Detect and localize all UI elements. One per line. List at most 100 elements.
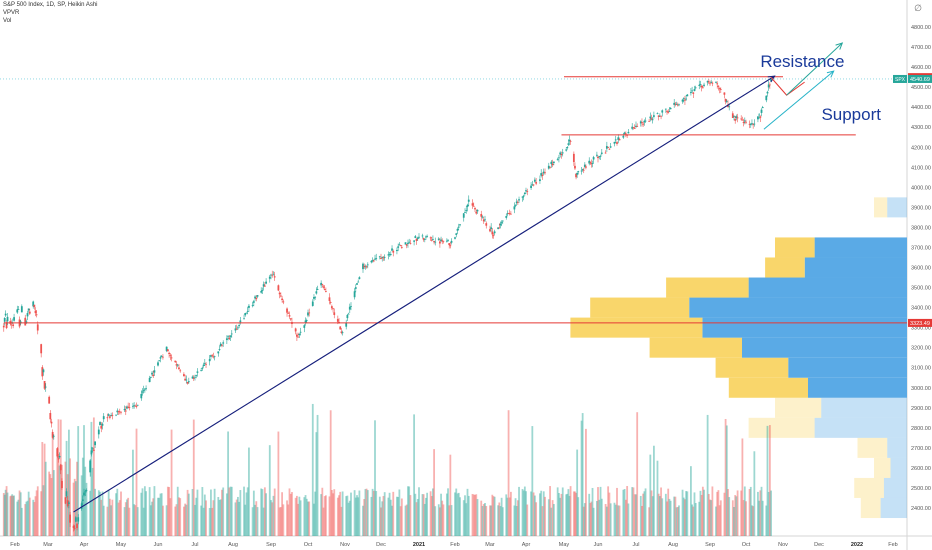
volume-bar bbox=[596, 500, 598, 536]
candle-body bbox=[235, 328, 238, 330]
candle-body bbox=[73, 528, 76, 529]
volume-bar bbox=[363, 499, 366, 536]
volume-bar bbox=[624, 499, 627, 536]
candle-body bbox=[710, 81, 713, 83]
volume-bar bbox=[706, 414, 709, 536]
candle-body bbox=[277, 285, 280, 291]
candle-body bbox=[281, 298, 283, 301]
candle-body bbox=[282, 301, 285, 303]
candle-body bbox=[366, 264, 369, 266]
candle-body bbox=[100, 425, 103, 429]
vp-sell-bar bbox=[814, 417, 907, 438]
candle-body bbox=[408, 241, 411, 243]
volume-bar bbox=[222, 487, 225, 536]
chart-settings-icon[interactable]: ∅ bbox=[914, 3, 922, 13]
candle-body bbox=[157, 362, 159, 366]
candle-body bbox=[255, 298, 258, 300]
candle-body bbox=[407, 242, 409, 244]
candle-body bbox=[727, 104, 729, 108]
volume-bar bbox=[580, 420, 583, 536]
vp-buy-bar bbox=[765, 257, 805, 278]
candle-body bbox=[759, 116, 762, 118]
candle-body bbox=[212, 356, 215, 358]
candle-body bbox=[179, 370, 182, 372]
candle-body bbox=[48, 396, 51, 404]
volume-bar bbox=[526, 504, 529, 536]
candle-body bbox=[439, 241, 441, 244]
candle-body bbox=[94, 441, 96, 446]
time-tick-label: Jul bbox=[632, 542, 639, 548]
volume-bar bbox=[84, 466, 87, 536]
candle-body bbox=[642, 123, 645, 125]
volume-bar bbox=[179, 498, 182, 536]
volume-bar bbox=[237, 496, 239, 536]
candle-body bbox=[345, 322, 348, 327]
candle-body bbox=[707, 81, 710, 83]
price-tick-label: 3300.00 bbox=[911, 326, 931, 332]
volume-bar bbox=[126, 499, 128, 536]
candle-body bbox=[246, 310, 249, 312]
volume-bar bbox=[482, 504, 485, 536]
candle-body bbox=[27, 308, 30, 311]
volume-bar bbox=[633, 494, 636, 536]
candle-body bbox=[556, 159, 559, 161]
volume-bar bbox=[118, 500, 121, 536]
candle-body bbox=[340, 331, 343, 333]
time-tick-label: Apr bbox=[80, 542, 89, 548]
candle-body bbox=[449, 245, 452, 247]
candle-body bbox=[613, 141, 616, 144]
candle-body bbox=[383, 256, 386, 258]
volume-bar bbox=[682, 497, 685, 536]
candle-body bbox=[56, 448, 59, 457]
candle-body bbox=[733, 116, 735, 118]
candle-body bbox=[694, 87, 697, 89]
volume-bar bbox=[681, 489, 684, 536]
price-tick-label: 2500.00 bbox=[911, 486, 931, 492]
candle-body bbox=[728, 106, 731, 108]
volume-bar bbox=[157, 497, 159, 536]
candle-body bbox=[234, 328, 237, 331]
indicator-label-vol[interactable]: Vol bbox=[3, 18, 12, 24]
indicator-label-vpvr[interactable]: VPVR bbox=[3, 10, 20, 16]
volume-bar bbox=[466, 488, 469, 536]
volume-bars bbox=[2, 403, 772, 536]
volume-bar bbox=[717, 490, 720, 536]
candle-body bbox=[597, 156, 599, 159]
volume-bar bbox=[489, 505, 491, 536]
time-tick-label: Jun bbox=[594, 542, 603, 548]
candle-body bbox=[684, 99, 686, 101]
candle-body bbox=[590, 163, 593, 165]
candle-body bbox=[25, 321, 28, 324]
price-tick-label: 3800.00 bbox=[911, 225, 931, 231]
candle-body bbox=[418, 236, 420, 238]
candle-body bbox=[476, 209, 479, 212]
volume-bar bbox=[127, 497, 130, 536]
volume-bar bbox=[68, 429, 70, 536]
candle-body bbox=[516, 201, 519, 203]
volume-bar bbox=[753, 451, 756, 536]
vp-sell-bar bbox=[887, 437, 907, 458]
time-tick-label: Nov bbox=[340, 542, 350, 548]
volume-bar bbox=[399, 506, 402, 536]
volume-bar bbox=[668, 498, 671, 536]
candle-body bbox=[272, 274, 275, 276]
candle-body bbox=[289, 318, 292, 320]
volume-bar bbox=[364, 489, 367, 536]
candle-body bbox=[200, 370, 203, 372]
candle-body bbox=[676, 104, 679, 106]
candle-body bbox=[544, 172, 546, 174]
candle-body bbox=[723, 92, 726, 95]
volume-bar bbox=[213, 488, 216, 536]
volume-bar bbox=[273, 488, 276, 536]
volume-bar bbox=[210, 489, 212, 536]
candle-body bbox=[26, 313, 29, 317]
candle-body bbox=[423, 238, 426, 240]
time-tick-label: Feb bbox=[450, 542, 459, 548]
volume-bar bbox=[409, 495, 412, 536]
candle-body bbox=[632, 127, 635, 128]
candle-body bbox=[61, 480, 63, 489]
volume-bar bbox=[26, 500, 29, 536]
volume-bar bbox=[551, 500, 554, 536]
candle-body bbox=[237, 327, 239, 329]
